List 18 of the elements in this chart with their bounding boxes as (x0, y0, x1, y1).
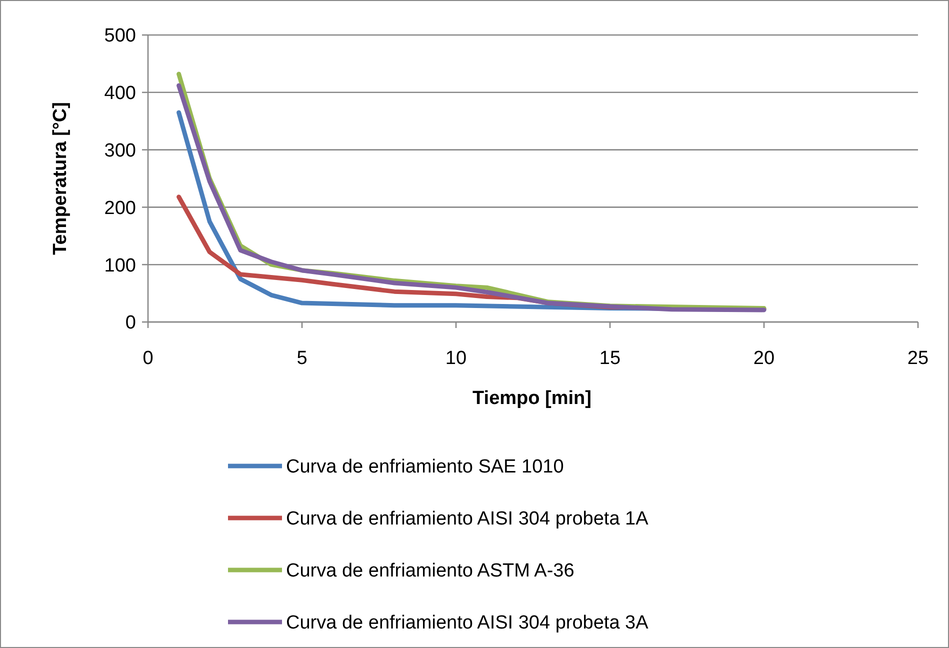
y-tick-label: 500 (104, 26, 136, 47)
x-tick-label: 25 (907, 348, 929, 369)
y-axis-title: Temperatura [°C] (50, 102, 71, 255)
x-tick-label: 0 (142, 348, 154, 369)
x-tick-label: 15 (599, 348, 621, 369)
y-tick-label: 0 (125, 312, 136, 334)
x-tick-label: 5 (296, 348, 308, 369)
y-tick-label: 100 (104, 255, 136, 276)
y-tick-label: 300 (104, 140, 136, 162)
legend-label: Curva de enfriamiento AISI 304 probeta 1A (286, 508, 649, 530)
x-tick-label: 20 (753, 348, 775, 369)
y-tick-label: 200 (104, 198, 136, 219)
legend-label: Curva de enfriamiento SAE 1010 (286, 456, 564, 478)
legend-label: Curva de enfriamiento AISI 304 probeta 3A (286, 612, 649, 634)
x-tick-label: 10 (445, 348, 467, 369)
legend-label: Curva de enfriamiento ASTM A-36 (286, 560, 574, 582)
x-axis-title: Tiempo [min] (472, 388, 592, 409)
y-tick-label: 400 (104, 83, 136, 104)
